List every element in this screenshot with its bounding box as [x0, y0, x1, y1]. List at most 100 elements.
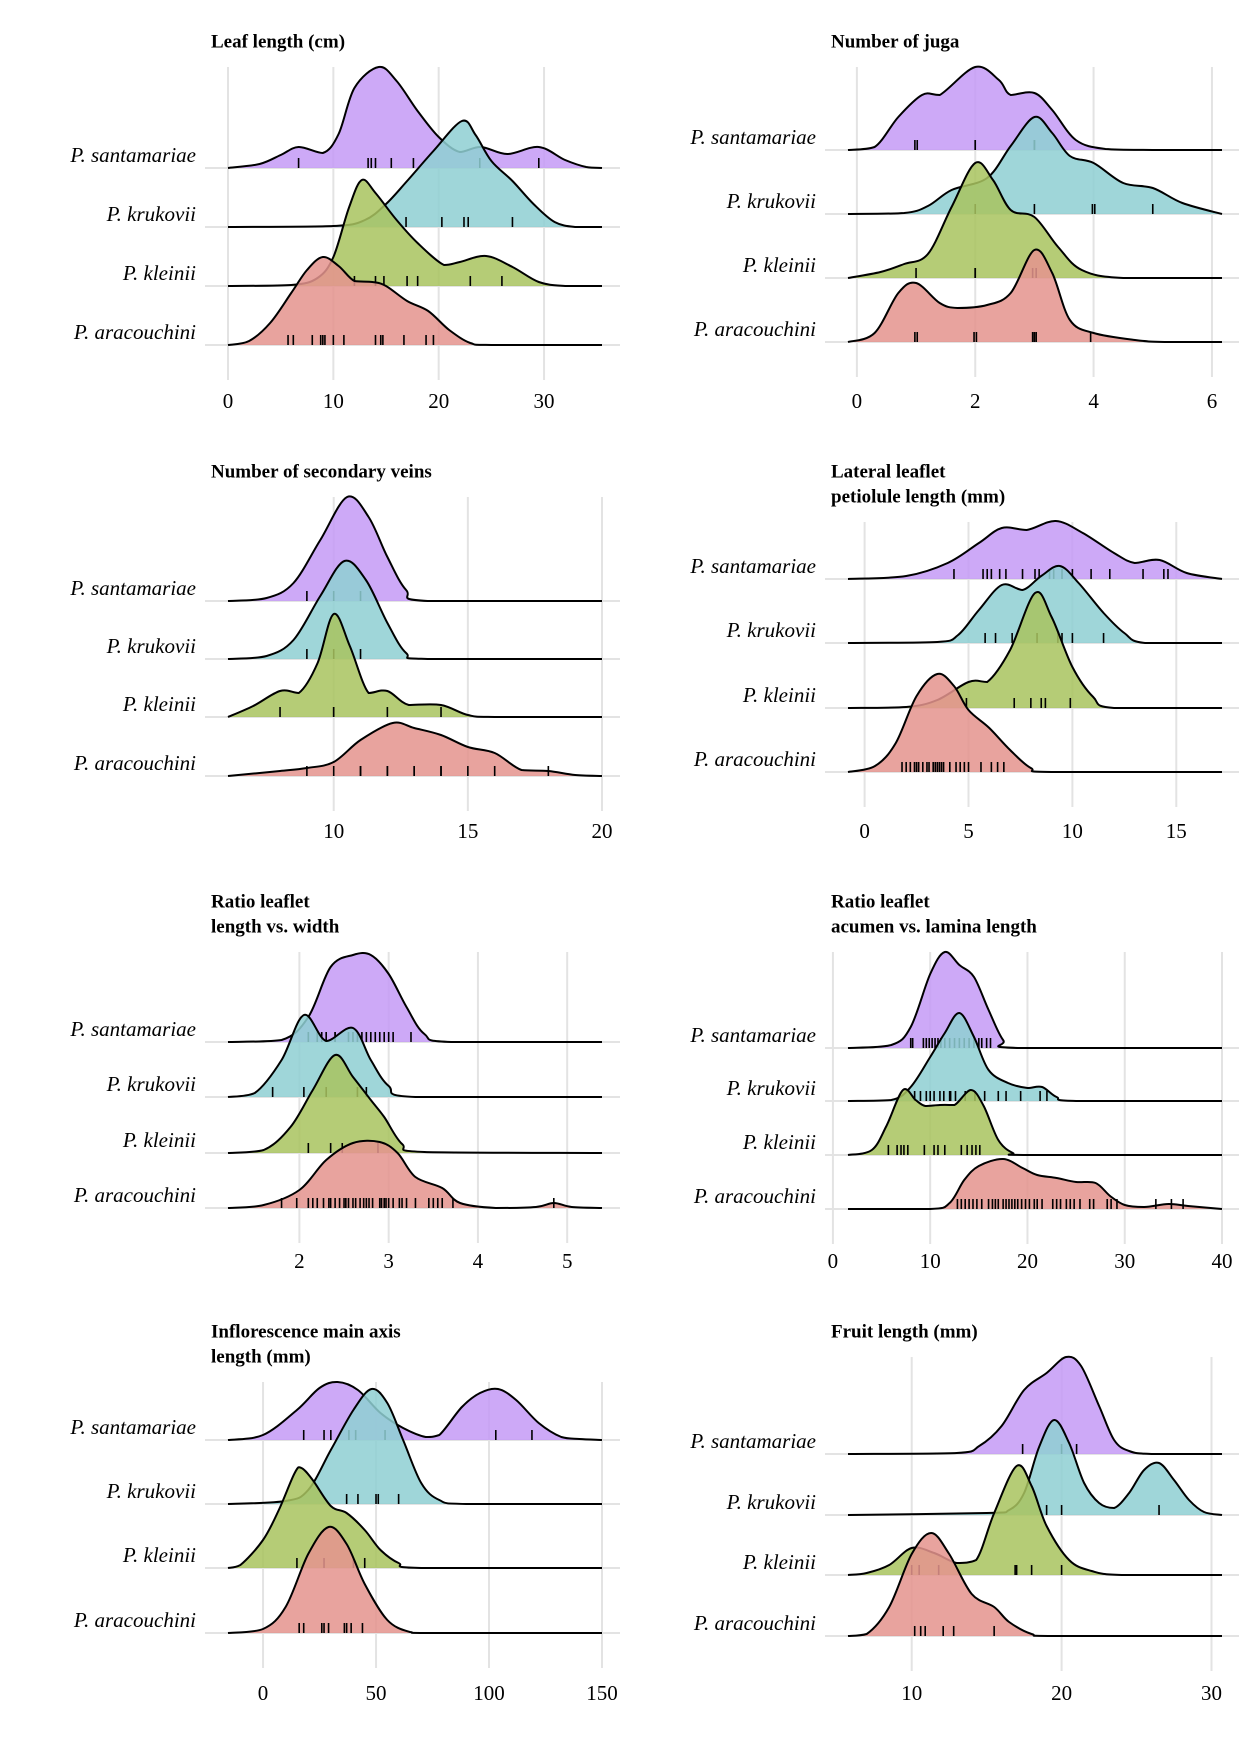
panel-title: acumen vs. lamina length — [831, 916, 1037, 937]
density-line — [227, 1466, 602, 1570]
ridge-psantamariae — [227, 952, 602, 1044]
density-area — [848, 1533, 1222, 1636]
x-tick-label: 2 — [970, 389, 981, 413]
density-line — [847, 161, 1222, 280]
species-label: P. krukovii — [106, 1479, 197, 1503]
panel-title: Number of secondary veins — [211, 461, 432, 482]
species-label: P. santamariae — [69, 1415, 196, 1439]
density-line — [227, 1053, 603, 1154]
x-tick-label: 20 — [428, 389, 449, 413]
x-tick-label: 10 — [1062, 819, 1083, 843]
ridge-paracouchini — [227, 721, 603, 777]
density-line — [227, 1380, 603, 1441]
ridge-pkleinii — [847, 590, 1222, 710]
species-label: P. aracouchini — [693, 317, 816, 341]
x-tick-label: 30 — [1114, 1249, 1135, 1273]
density-area — [848, 1419, 1222, 1515]
x-tick-label: 0 — [223, 389, 234, 413]
density-line — [847, 1531, 1222, 1638]
density-area — [848, 249, 1222, 342]
density-line — [227, 612, 602, 719]
ridge-pkleinii — [227, 612, 602, 719]
x-tick-label: 2 — [294, 1249, 305, 1273]
density-area — [848, 1012, 1222, 1101]
density-line — [847, 564, 1222, 644]
density-area — [228, 256, 602, 345]
species-label: P. kleinii — [122, 1128, 196, 1152]
x-tick-label: 20 — [592, 819, 613, 843]
density-area — [848, 951, 1222, 1048]
ridge-pkrukovii — [227, 1387, 602, 1506]
ridge-psantamariae — [847, 65, 1222, 152]
density-area — [228, 496, 602, 601]
ridge-psantamariae — [847, 519, 1223, 580]
density-line — [227, 721, 603, 777]
species-label: P. kleinii — [122, 692, 196, 716]
species-label: P. aracouchini — [73, 751, 196, 775]
species-label: P. kleinii — [742, 1550, 816, 1574]
ridge-pkleinii — [847, 1088, 1222, 1157]
panel-title: Number of juga — [831, 31, 960, 52]
ridge-psantamariae — [847, 950, 1222, 1050]
species-label: P. krukovii — [726, 1490, 817, 1514]
x-tick-label: 100 — [473, 1681, 505, 1705]
panel-title: Lateral leaflet — [831, 461, 946, 482]
density-line — [227, 1525, 602, 1635]
panel-1: Leaf length (cm) 0 10 20 30 P. santamariae P. … — [69, 31, 620, 413]
x-tick-label: 50 — [366, 1681, 387, 1705]
x-tick-label: 20 — [1051, 1681, 1072, 1705]
panel-title: Leaf length (cm) — [211, 31, 345, 52]
species-label: P. santamariae — [689, 554, 816, 578]
species-label: P. krukovii — [726, 189, 817, 213]
density-line — [227, 1013, 602, 1099]
ridge-psantamariae — [847, 1355, 1222, 1456]
x-tick-label: 10 — [920, 1249, 941, 1273]
density-area — [848, 673, 1222, 772]
species-label: P. aracouchini — [73, 1608, 196, 1632]
density-line — [227, 1139, 603, 1210]
ridge-paracouchini — [847, 1157, 1223, 1211]
species-label: P. krukovii — [726, 618, 817, 642]
panel-title: Inflorescence main axis — [211, 1321, 401, 1342]
species-label: P. kleinii — [742, 683, 816, 707]
species-label: P. krukovii — [106, 202, 197, 226]
x-tick-label: 4 — [1088, 389, 1099, 413]
ridge-paracouchini — [227, 1139, 603, 1210]
ridge-psantamariae — [227, 1380, 603, 1441]
density-line — [227, 65, 603, 169]
density-line — [847, 65, 1222, 152]
density-line — [847, 1088, 1222, 1157]
species-label: P. kleinii — [122, 261, 196, 285]
x-tick-label: 0 — [859, 819, 870, 843]
panel-title: Fruit length (mm) — [831, 1321, 978, 1342]
species-label: P. aracouchini — [693, 1184, 816, 1208]
species-label: P. santamariae — [689, 125, 816, 149]
density-area — [848, 116, 1222, 214]
species-label: P. kleinii — [122, 1543, 196, 1567]
density-area — [228, 613, 602, 717]
species-label: P. aracouchini — [73, 320, 196, 344]
species-label: P. kleinii — [742, 1130, 816, 1154]
species-label: P. santamariae — [69, 576, 196, 600]
species-label: P. santamariae — [689, 1023, 816, 1047]
density-line — [847, 115, 1223, 215]
density-area — [848, 66, 1222, 150]
panel-title: Ratio leaflet — [831, 891, 930, 912]
panel-title: petiolule length (mm) — [831, 486, 1005, 507]
density-line — [847, 1355, 1222, 1456]
x-tick-label: 15 — [1166, 819, 1187, 843]
panel-4: Lateral leaflet petiolule length (mm) 0 5 10… — [689, 461, 1239, 843]
density-area — [848, 1158, 1222, 1209]
panel-3: Number of secondary veins 10 15 20 P. santam… — [69, 461, 620, 843]
density-area — [848, 162, 1222, 278]
x-tick-label: 5 — [562, 1249, 573, 1273]
ridge-paracouchini — [227, 1525, 602, 1635]
panel-title: length (mm) — [211, 1346, 311, 1367]
ridge-paracouchini — [847, 672, 1222, 774]
species-label: P. aracouchini — [693, 747, 816, 771]
x-tick-label: 10 — [901, 1681, 922, 1705]
panel-2: Number of juga 0 2 4 6 P. santamariae P. kruko… — [689, 31, 1239, 413]
density-area — [228, 66, 602, 168]
density-area — [228, 179, 602, 286]
